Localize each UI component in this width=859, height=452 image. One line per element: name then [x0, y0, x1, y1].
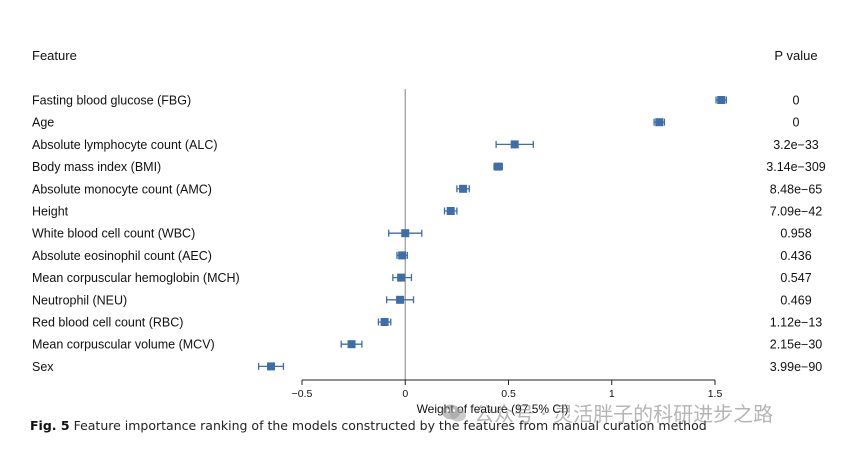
estimate-marker	[347, 340, 356, 349]
estimate-marker	[397, 273, 406, 282]
feature-label: Red blood cell count (RBC)	[32, 316, 183, 330]
p-value-label: 3.99e−90	[770, 360, 823, 374]
feature-label: Sex	[32, 360, 54, 374]
feature-label: Mean corpuscular volume (MCV)	[32, 338, 215, 352]
caption-label: Fig. 5	[30, 418, 70, 433]
feature-label: Age	[32, 116, 54, 130]
estimate-marker	[398, 251, 407, 260]
p-value-label: 0	[793, 116, 800, 130]
p-value-label: 0.958	[780, 227, 811, 241]
figure-caption: Fig. 5 Feature importance ranking of the…	[30, 418, 707, 433]
watermark-text: 公众号 · 灵活胖子的科研进步之路	[474, 402, 774, 426]
estimate-marker	[380, 318, 389, 326]
pvalue-header: P value	[774, 48, 817, 63]
p-value-label: 3.14e−309	[766, 160, 825, 174]
p-value-label: 0.547	[780, 271, 811, 285]
feature-label: Absolute monocyte count (AMC)	[32, 182, 212, 196]
p-value-label: 3.2e−33	[773, 138, 819, 152]
watermark: 公众号 · 灵活胖子的科研进步之路	[440, 398, 773, 427]
p-value-label: 7.09e−42	[770, 205, 823, 219]
p-value-label: 0	[793, 94, 800, 108]
feature-label: Neutrophil (NEU)	[32, 293, 127, 307]
estimate-marker	[655, 118, 664, 127]
caption-text: Feature importance ranking of the models…	[73, 418, 707, 433]
feature-label: Absolute lymphocyte count (ALC)	[32, 138, 218, 152]
wechat-icon	[442, 404, 466, 421]
p-value-label: 8.48e−65	[770, 182, 823, 196]
feature-label: White blood cell count (WBC)	[32, 227, 195, 241]
x-tick-label: −0.5	[292, 388, 313, 400]
p-value-label: 2.15e−30	[770, 338, 823, 352]
estimate-marker	[494, 162, 503, 171]
estimate-marker	[267, 362, 276, 371]
estimate-marker	[717, 96, 726, 104]
estimate-marker	[401, 229, 410, 238]
feature-label: Fasting blood glucose (FBG)	[32, 94, 191, 108]
x-tick-label: 0	[402, 388, 408, 400]
estimate-marker	[446, 207, 455, 215]
feature-label: Absolute eosinophil count (AEC)	[32, 249, 212, 263]
estimate-marker	[396, 295, 405, 304]
estimate-marker	[459, 184, 468, 193]
feature-label: Height	[32, 205, 69, 219]
x-tick-label: 1.5	[708, 388, 723, 400]
feature-label: Mean corpuscular hemoglobin (MCH)	[32, 271, 240, 285]
x-tick-label: 1	[609, 388, 615, 400]
p-value-label: 1.12e−13	[770, 316, 823, 330]
x-tick-label: 0.5	[501, 388, 516, 400]
feature-header: Feature	[32, 48, 77, 63]
estimate-marker	[510, 140, 519, 149]
feature-label: Body mass index (BMI)	[32, 160, 161, 174]
p-value-label: 0.469	[780, 293, 811, 307]
p-value-label: 0.436	[780, 249, 811, 263]
